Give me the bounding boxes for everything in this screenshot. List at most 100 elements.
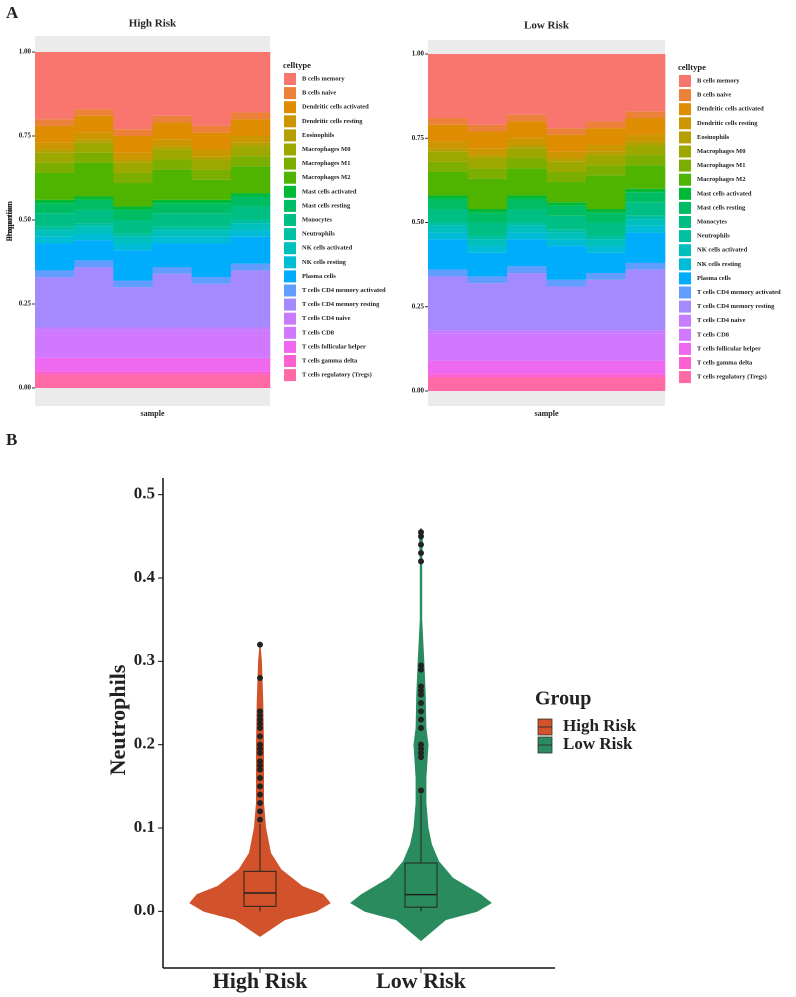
bar-segment <box>152 169 192 200</box>
legend-label: High Risk <box>563 716 637 735</box>
outlier <box>418 741 424 748</box>
bar-segment <box>152 149 192 160</box>
bar-segment <box>586 165 626 176</box>
bar-segment <box>113 52 153 130</box>
bar-segment <box>467 246 508 253</box>
bar-segment <box>74 226 114 234</box>
outlier <box>418 666 424 673</box>
bar-segment <box>230 357 271 372</box>
bar-segment <box>507 273 547 331</box>
legend-label: T cells CD4 naive <box>697 317 746 324</box>
bar-segment <box>152 199 192 204</box>
y-tick-label: 0.75 <box>412 134 425 142</box>
bar-segment <box>428 377 468 391</box>
bar-segment <box>507 330 547 334</box>
bar-segment <box>74 196 114 200</box>
legend-label: T cells CD4 memory activated <box>302 287 386 294</box>
bar-segment <box>507 114 547 122</box>
bar-segment <box>507 377 547 391</box>
bar-segment <box>230 371 271 375</box>
bar-segment <box>35 142 75 150</box>
bar-segment <box>152 159 192 170</box>
bar-segment <box>625 225 666 233</box>
legend-swatch <box>679 117 691 130</box>
bar-segment <box>113 209 153 220</box>
legend-label: Low Risk <box>563 734 633 753</box>
legend-label: Dendritic cells activated <box>697 106 764 113</box>
bar-segment <box>467 374 508 378</box>
legend-swatch <box>679 258 691 271</box>
bar-segment <box>586 128 626 145</box>
bar-segment <box>467 158 508 169</box>
bar-segment <box>586 246 626 253</box>
legend-label: Neutrophils <box>302 231 335 238</box>
bar-segment <box>230 196 271 207</box>
bar-segment <box>35 270 75 278</box>
legend-swatch <box>284 326 296 339</box>
bar-segment <box>230 270 271 328</box>
bar-segment <box>507 232 547 240</box>
bar-segment <box>428 161 468 172</box>
legend-label: Macrophages M1 <box>302 160 350 167</box>
bar-segment <box>546 134 587 152</box>
bar-segment <box>113 183 153 207</box>
bar-segment <box>191 283 232 328</box>
bar-segment <box>586 209 626 213</box>
bar-segment <box>74 240 114 261</box>
legend-label: Mast cells resting <box>302 202 351 209</box>
bar-segment <box>586 54 626 122</box>
bar-segment <box>507 333 547 361</box>
bar-segment <box>191 330 232 358</box>
legend-label: Mast cells resting <box>697 204 746 211</box>
panel-label: B <box>6 430 17 449</box>
bar-segment <box>152 230 192 237</box>
bar-segment <box>113 243 153 251</box>
outlier <box>257 783 263 790</box>
outlier <box>257 675 263 681</box>
outlier <box>257 816 263 823</box>
bar-segment <box>507 148 547 159</box>
bar-segment <box>191 149 232 157</box>
outlier <box>418 541 424 548</box>
legend-swatch <box>284 171 296 184</box>
bar-segment <box>191 277 232 284</box>
bar-segment <box>74 132 114 140</box>
bar-segment <box>625 165 666 189</box>
legend-label: Macrophages M0 <box>697 148 745 155</box>
outlier <box>418 716 424 723</box>
bar-segment <box>230 374 271 388</box>
bar-segment <box>113 327 153 331</box>
y-tick-label: 0.00 <box>19 384 32 392</box>
bar-segment <box>586 252 626 274</box>
bar-segment <box>467 155 508 159</box>
y-tick-label: 0.50 <box>412 218 425 226</box>
bar-segment <box>546 202 587 206</box>
legend-label: T cells regulatory (Tregs) <box>302 372 372 379</box>
legend-label: Dendritic cells resting <box>302 118 363 125</box>
bar-segment <box>586 330 626 334</box>
legend-label: NK cells resting <box>302 259 347 266</box>
bar-segment <box>625 188 666 193</box>
bar-segment <box>230 112 271 120</box>
y-axis-label: Proportion <box>5 201 14 239</box>
outlier <box>418 558 424 565</box>
bar-segment <box>152 357 192 372</box>
legend-swatch <box>284 270 296 283</box>
bar-segment <box>507 144 547 149</box>
bar-segment <box>113 152 153 160</box>
legend-swatch <box>284 115 296 128</box>
legend-label: Macrophages M2 <box>302 174 350 181</box>
bar-segment <box>467 212 508 223</box>
bar-segment <box>230 52 271 113</box>
bar-segment <box>152 52 192 116</box>
bar-segment <box>230 146 271 157</box>
bar-segment <box>586 333 626 361</box>
bar-segment <box>152 330 192 358</box>
bar-segment <box>74 152 114 163</box>
y-tick-label: 0.3 <box>134 650 155 669</box>
bar-segment <box>507 266 547 274</box>
bar-segment <box>113 250 153 281</box>
bar-segment <box>152 267 192 274</box>
y-axis-label: Neutrophils <box>105 664 130 775</box>
bar-segment <box>428 360 468 375</box>
